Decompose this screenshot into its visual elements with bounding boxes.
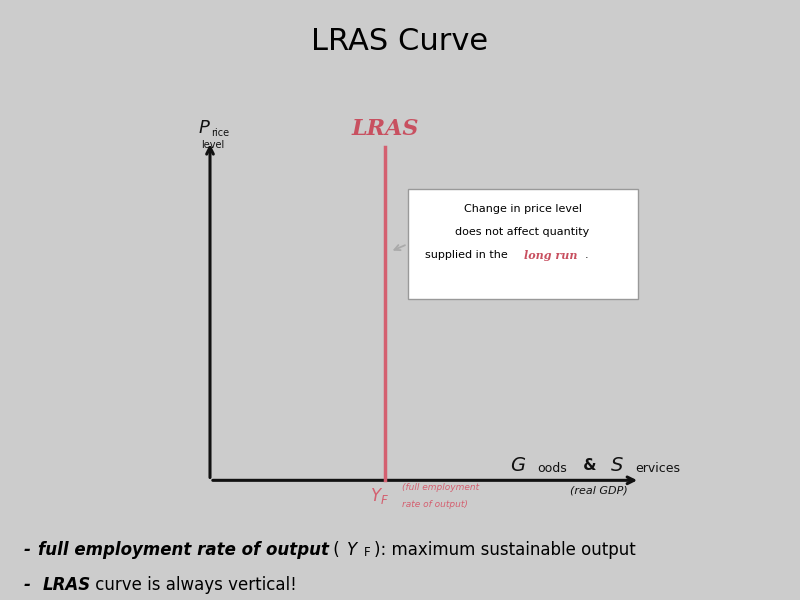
Text: $\mathit{Y}_F$: $\mathit{Y}_F$ [370, 486, 389, 506]
Text: -: - [24, 576, 37, 594]
Text: ervices: ervices [635, 461, 680, 475]
Text: curve is always vertical!: curve is always vertical! [90, 576, 296, 594]
Text: LRAS: LRAS [42, 576, 90, 594]
Text: $\mathit{P}$: $\mathit{P}$ [198, 119, 210, 137]
Text: LRAS Curve: LRAS Curve [311, 27, 489, 56]
Text: level: level [201, 140, 224, 149]
Text: rice: rice [211, 128, 229, 138]
Text: supplied in the: supplied in the [425, 250, 511, 260]
Text: full employment rate of output: full employment rate of output [38, 541, 330, 559]
Text: F: F [364, 546, 370, 559]
Text: ): maximum sustainable output: ): maximum sustainable output [374, 541, 636, 559]
Text: $\mathit{Y}$: $\mathit{Y}$ [346, 541, 359, 559]
Text: &: & [578, 458, 602, 473]
Text: rate of output): rate of output) [402, 500, 468, 509]
Text: (real GDP): (real GDP) [570, 485, 628, 496]
Text: LRAS: LRAS [351, 118, 418, 140]
Text: .: . [585, 250, 589, 260]
Text: (: ( [328, 541, 340, 559]
Text: (full employment: (full employment [402, 484, 480, 493]
Text: $\mathit{G}$: $\mathit{G}$ [510, 457, 526, 475]
Text: oods: oods [538, 461, 567, 475]
Text: Change in price level: Change in price level [463, 204, 582, 214]
Text: -: - [24, 541, 31, 559]
Text: does not affect quantity: does not affect quantity [455, 227, 590, 237]
Text: $\mathit{S}$: $\mathit{S}$ [610, 457, 624, 475]
Text: long run: long run [524, 250, 578, 261]
FancyBboxPatch shape [407, 189, 638, 299]
